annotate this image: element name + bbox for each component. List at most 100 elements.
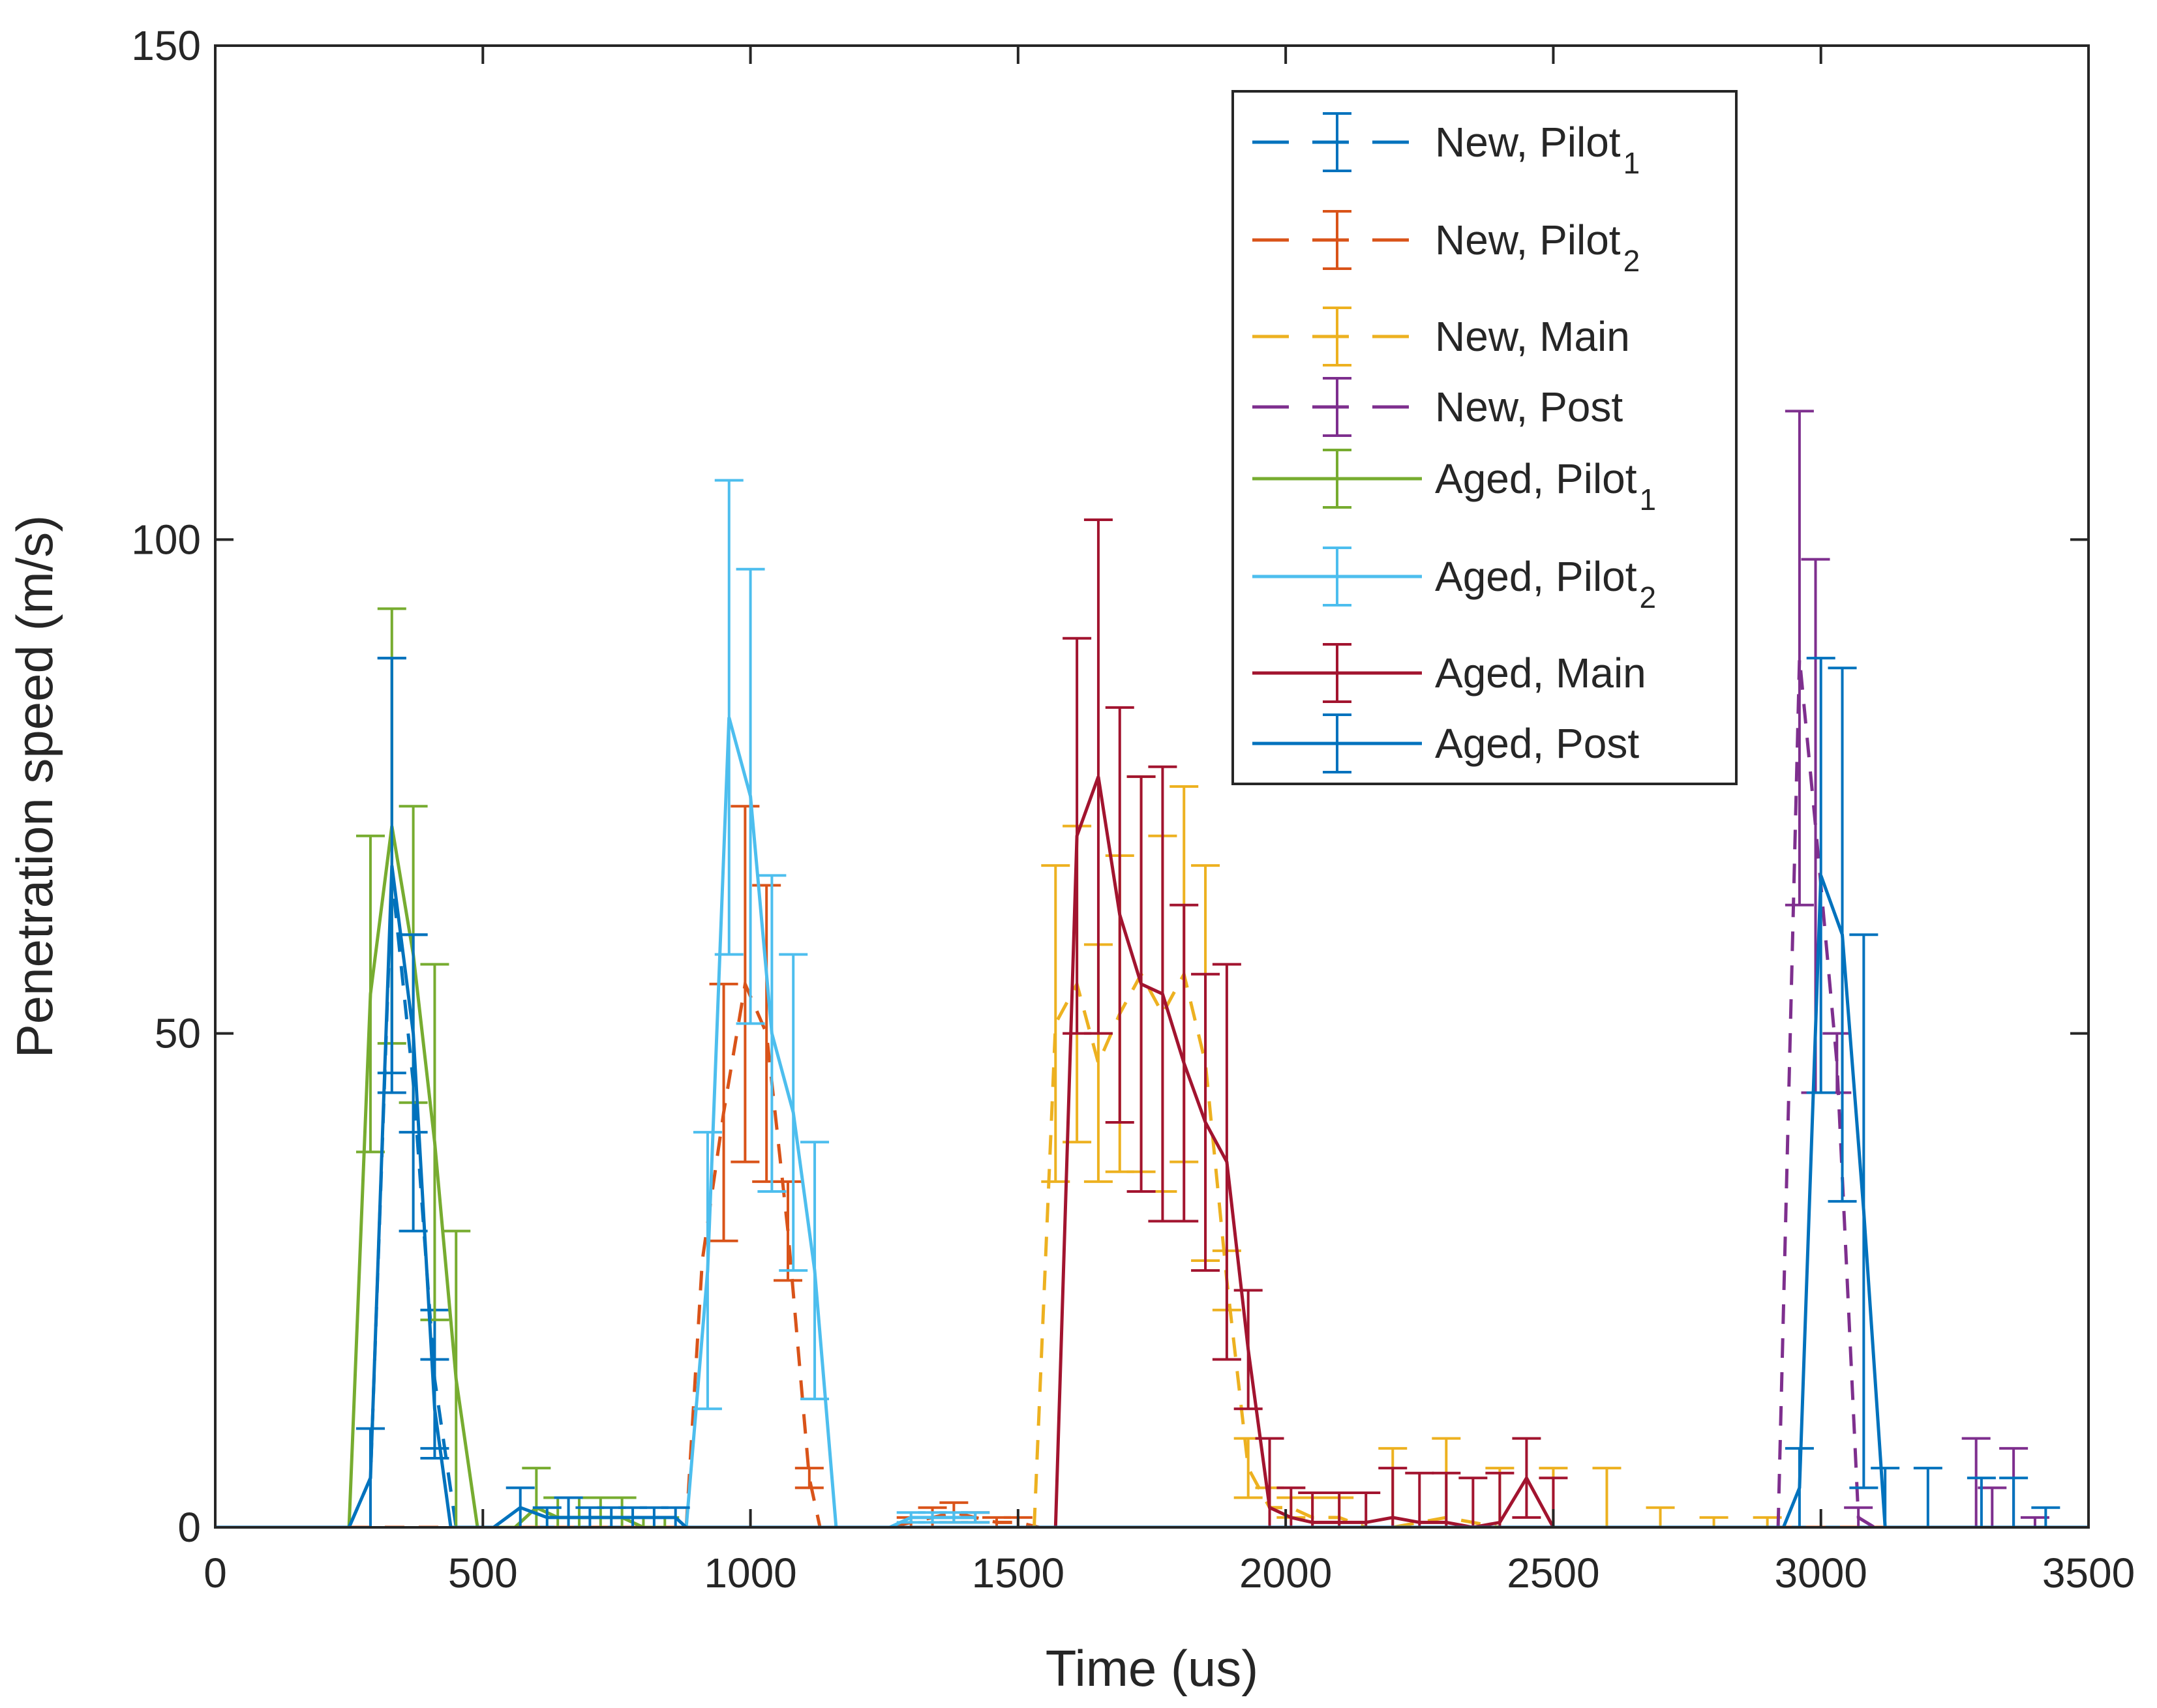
legend-label-subscript: 2 xyxy=(1623,244,1640,278)
series-4-errorbar xyxy=(1785,410,1814,906)
series-2-line xyxy=(215,1510,2089,1527)
series-7 xyxy=(1053,518,1568,1527)
legend-entry: New, Pilot1 xyxy=(1252,112,1640,180)
series-2-main-errorbar xyxy=(794,1467,824,1490)
series-7-errorbar xyxy=(1083,518,1113,1035)
x-tick-label: 500 xyxy=(448,1550,518,1596)
legend-label: Aged, Main xyxy=(1435,650,1646,697)
x-tick-label: 1000 xyxy=(704,1550,796,1596)
series-7-errorbar xyxy=(1255,1437,1284,1527)
legend-label-name: Aged, Main xyxy=(1435,650,1646,697)
series-8-errorbar xyxy=(1913,1467,1942,1527)
series-3-errorbar xyxy=(1592,1467,1622,1527)
series-6-errorbar xyxy=(736,567,765,1025)
series-7-errorbar xyxy=(1432,1471,1461,1527)
series-7-errorbar xyxy=(1276,1486,1306,1527)
legend-label-subscript: 1 xyxy=(1623,146,1640,180)
series-3-line xyxy=(1033,969,1768,1527)
series-8-errorbar xyxy=(505,1486,535,1527)
y-tick-label: 0 xyxy=(177,1504,201,1551)
series-8-errorbar xyxy=(377,657,406,1075)
series-8-errorbar xyxy=(2031,1506,2060,1527)
legend-entry: New, Pilot2 xyxy=(1252,210,1640,278)
legend-label: Aged, Post xyxy=(1435,720,1639,767)
series-7-errorbar xyxy=(1191,972,1220,1272)
series-6-errorbar xyxy=(800,1141,830,1401)
series-8-errorbar xyxy=(1967,1476,1996,1527)
legend-label: Aged, Pilot2 xyxy=(1435,553,1656,614)
legend-label: New, Pilot2 xyxy=(1435,217,1640,278)
legend-entry: Aged, Post xyxy=(1252,713,1639,773)
legend-entry: Aged, Main xyxy=(1252,643,1646,703)
x-tick-label: 2000 xyxy=(1239,1550,1332,1596)
legend-label: New, Pilot1 xyxy=(1435,119,1640,180)
series-7-errorbar xyxy=(1169,903,1199,1223)
legend-entry: Aged, Pilot1 xyxy=(1252,449,1656,517)
legend-label: New, Main xyxy=(1435,313,1630,360)
legend-label-name: Aged, Pilot xyxy=(1435,553,1637,600)
series-7-errorbar xyxy=(1485,1471,1515,1527)
legend-label: New, Post xyxy=(1435,383,1623,430)
legend-label-name: Aged, Post xyxy=(1435,720,1639,767)
series-2-main-errorbar xyxy=(709,982,738,1242)
series-5-errorbar xyxy=(420,963,449,1321)
series-7-errorbar xyxy=(1126,775,1156,1193)
series-8-errorbar xyxy=(1999,1476,2029,1527)
series-3-errorbar xyxy=(1699,1516,1728,1527)
series-7-errorbar xyxy=(1233,1289,1263,1411)
series-7-errorbar xyxy=(1512,1437,1541,1519)
x-tick-label: 2500 xyxy=(1507,1550,1599,1596)
series-8-errorbar xyxy=(532,1506,562,1527)
series-8-errorbar xyxy=(1849,933,1878,1490)
legend-entry: Aged, Pilot2 xyxy=(1252,547,1656,614)
series-4-errorbar xyxy=(1961,1437,1991,1527)
series-3-errorbar xyxy=(1646,1506,1675,1527)
legend-box xyxy=(1231,90,1738,785)
series-8-errorbar xyxy=(399,933,428,1134)
y-tick-label: 50 xyxy=(155,1010,201,1057)
legend-label-name: New, Main xyxy=(1435,313,1630,360)
series-8-errorbar xyxy=(661,1506,690,1527)
legend-entry: New, Main xyxy=(1252,307,1630,367)
series-6-errorbar xyxy=(693,1131,722,1411)
x-tick-label: 3500 xyxy=(2042,1550,2135,1596)
legend-entry: New, Post xyxy=(1252,377,1623,437)
series-7-errorbar xyxy=(1212,963,1241,1361)
legend-label-name: New, Pilot xyxy=(1435,217,1621,263)
legend-label-name: New, Pilot xyxy=(1435,119,1621,166)
series-6-errorbar xyxy=(961,1511,990,1524)
y-axis-label: Penetration speed (m/s) xyxy=(6,515,63,1058)
series-5-errorbar xyxy=(607,1496,637,1527)
series-8-errorbar xyxy=(554,1496,583,1527)
series-2-main-errorbar xyxy=(774,1180,803,1282)
legend-label-name: New, Post xyxy=(1435,383,1623,430)
series-7-line xyxy=(1053,776,1555,1527)
series-8 xyxy=(215,657,2089,1527)
series-5-errorbar xyxy=(355,834,385,1154)
series-4-errorbar xyxy=(1844,1506,1873,1527)
legend-label: Aged, Pilot1 xyxy=(1435,455,1656,517)
series-5-errorbar xyxy=(442,1229,471,1527)
legend-label-subscript: 2 xyxy=(1640,580,1657,614)
axes-box xyxy=(214,44,2090,1529)
series-6 xyxy=(684,479,990,1527)
series-8-errorbar xyxy=(1785,1446,1814,1527)
series-7-errorbar xyxy=(1105,706,1134,1124)
series-6-errorbar xyxy=(779,953,808,1272)
series-6-errorbar xyxy=(714,479,744,956)
series-8-errorbar xyxy=(355,1427,385,1527)
series-8-errorbar xyxy=(1828,667,1857,1203)
series-7-errorbar xyxy=(1405,1471,1434,1527)
series-7-errorbar xyxy=(1298,1491,1327,1527)
legend-label-subscript: 1 xyxy=(1640,483,1657,517)
x-tick-label: 3000 xyxy=(1775,1550,1867,1596)
series-8-errorbar xyxy=(420,1358,449,1460)
plot-area xyxy=(215,46,2089,1527)
x-axis-label: Time (us) xyxy=(1046,1640,1258,1697)
series-7-errorbar xyxy=(1378,1467,1408,1527)
series-8-errorbar xyxy=(1871,1467,1900,1527)
series-layer xyxy=(215,410,2089,1527)
series-7-errorbar xyxy=(1458,1476,1488,1527)
